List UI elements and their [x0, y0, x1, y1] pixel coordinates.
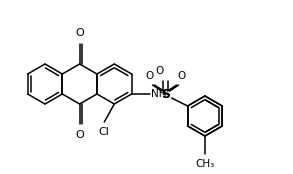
Text: O: O	[75, 130, 84, 140]
Text: O: O	[146, 71, 154, 81]
Text: NH: NH	[151, 89, 166, 99]
Text: O: O	[178, 71, 186, 81]
Text: S: S	[161, 88, 170, 101]
Text: O: O	[156, 66, 164, 76]
Text: Cl: Cl	[99, 127, 110, 137]
Text: O: O	[75, 28, 84, 38]
Text: CH₃: CH₃	[195, 159, 214, 169]
